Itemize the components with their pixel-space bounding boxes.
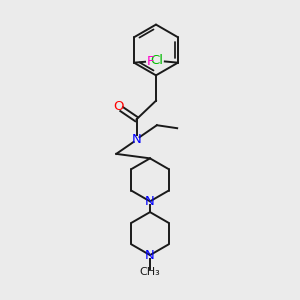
Text: Cl: Cl — [150, 54, 163, 68]
Text: CH₃: CH₃ — [140, 267, 160, 278]
Text: N: N — [132, 133, 141, 146]
Text: F: F — [147, 55, 154, 68]
Text: O: O — [113, 100, 123, 113]
Text: N: N — [145, 249, 155, 262]
Text: N: N — [145, 195, 155, 208]
